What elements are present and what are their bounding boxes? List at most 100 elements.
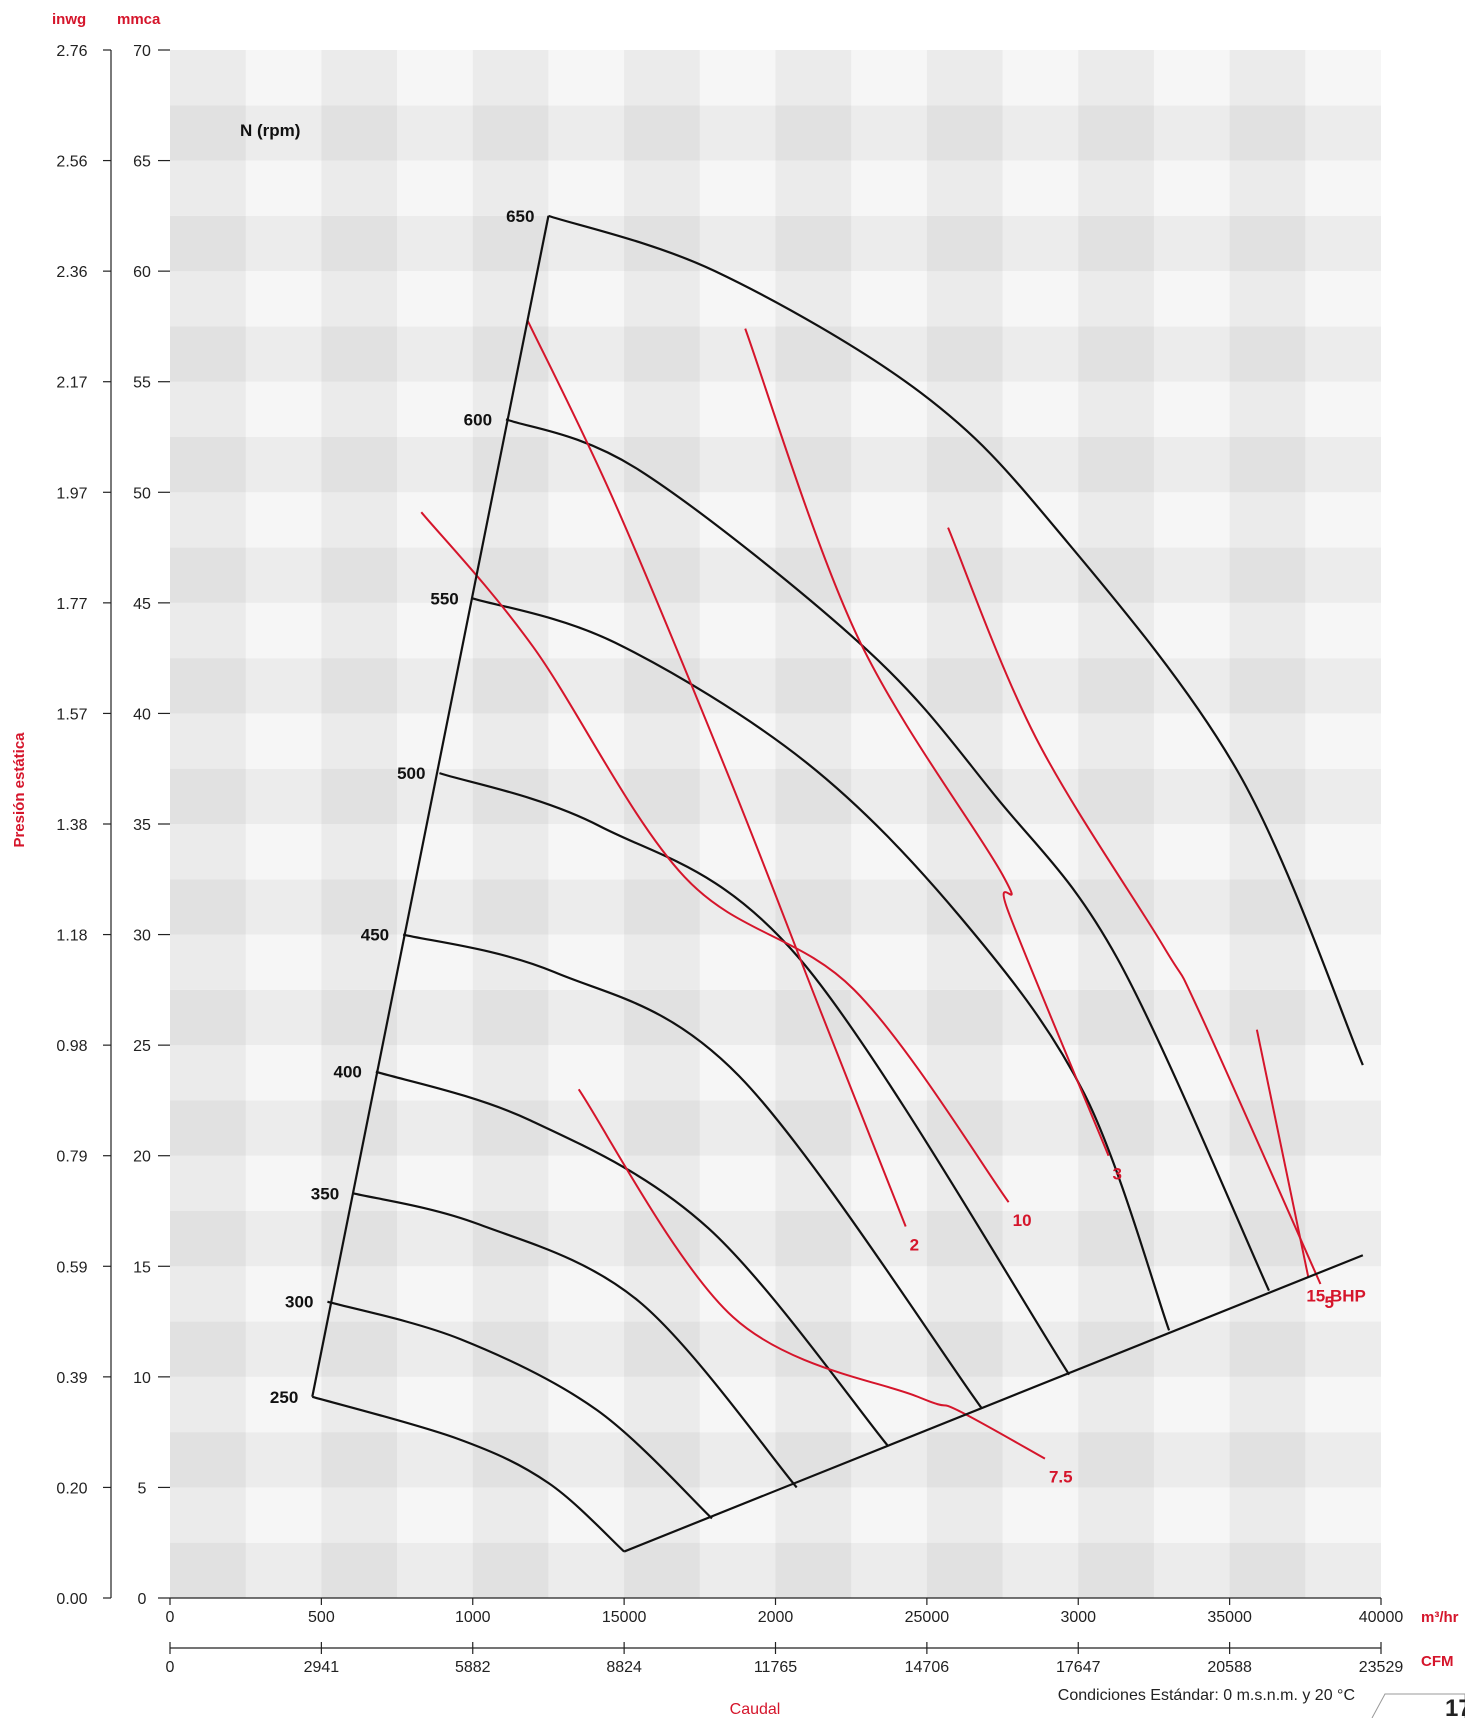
band-row	[170, 713, 1381, 769]
band-column	[1078, 50, 1154, 1598]
y-tick-label-mmca: 50	[133, 485, 151, 502]
band-row	[170, 1487, 1381, 1543]
left-boundary-line	[311, 215, 550, 1397]
band-row	[170, 215, 1381, 272]
x-ticks: 0 500 1000 15000 2000 25000 3000 35000 40000 0 294…	[166, 1598, 1404, 1676]
y-tick-label-inwg: 2.76	[56, 43, 87, 60]
bhp-line-10	[420, 511, 1010, 1203]
band-row	[170, 934, 1381, 990]
band-column	[170, 50, 246, 1598]
rpm-label-300: 300	[285, 1293, 313, 1312]
x-tick-label-cfm: 11765	[754, 1659, 797, 1676]
rpm-label-600: 600	[464, 410, 492, 429]
rpm-label-650: 650	[506, 207, 534, 226]
rpm-curve-400	[375, 1070, 889, 1447]
y-ticks: 0 5 10 15 20 25 30 35 40 45 50 55 60 65 70 0.00 0.20 0.39…	[56, 43, 170, 1608]
rpm-curve-500	[439, 772, 1071, 1376]
x-axis-title: Caudal	[730, 1701, 781, 1718]
bhp-lines	[420, 319, 1322, 1460]
band-column	[321, 50, 398, 1598]
bhp-label-7.5: 7.5	[1049, 1468, 1073, 1487]
bhp-label-2: 2	[910, 1235, 919, 1254]
rpm-label-250: 250	[270, 1388, 298, 1407]
page-number: 17	[1445, 1695, 1465, 1718]
band-row	[170, 879, 1381, 935]
band-row	[170, 1045, 1381, 1101]
rpm-label-350: 350	[311, 1184, 339, 1203]
band-row	[170, 768, 1381, 824]
bhp-label-10: 10	[1013, 1211, 1032, 1230]
band-column	[775, 50, 852, 1598]
rpm-curve-450	[402, 933, 983, 1409]
band-row	[170, 1542, 1381, 1598]
bhp-line-5	[947, 527, 1322, 1285]
operating-boundary	[311, 215, 1364, 1553]
y-tick-label-mmca: 20	[133, 1149, 151, 1166]
x-tick-label-cfm: 20588	[1207, 1659, 1252, 1676]
band-row	[170, 547, 1381, 603]
x-tick-label-cfm: 14706	[905, 1659, 950, 1676]
y-tick-label-inwg: 0.00	[56, 1591, 87, 1608]
band-row	[170, 105, 1381, 161]
y-tick-label-mmca: 55	[133, 375, 151, 392]
rpm-curves	[311, 214, 1364, 1553]
y-tick-label-inwg: 1.97	[56, 485, 87, 502]
bhp-label-5: 5	[1324, 1293, 1333, 1312]
band-row	[170, 1211, 1381, 1267]
y-tick-label-inwg: 1.38	[56, 817, 87, 834]
rpm-curve-600	[505, 418, 1270, 1292]
rpm-curve-350	[352, 1192, 798, 1489]
y-tick-label-inwg: 0.39	[56, 1370, 87, 1387]
rpm-label-400: 400	[333, 1063, 361, 1082]
x-tick-label-m3hr: 35000	[1207, 1609, 1252, 1626]
band-row	[170, 381, 1381, 437]
band-column	[624, 50, 700, 1598]
horizontal-bands	[170, 50, 1381, 1598]
bottom-boundary-line	[623, 1254, 1364, 1553]
band-row	[170, 160, 1381, 216]
x-tick-label-m3hr: 500	[308, 1609, 335, 1626]
y-tick-label-inwg: 2.56	[56, 154, 87, 171]
conditions-note: Condiciones Estándar: 0 m.s.n.m. y 20 °C	[1058, 1687, 1355, 1704]
x-tick-label-cfm: 0	[166, 1659, 175, 1676]
rpm-curve-300	[327, 1300, 713, 1520]
band-row	[170, 658, 1381, 714]
band-row	[170, 437, 1381, 493]
x-tick-label-m3hr: 2000	[758, 1609, 794, 1626]
y-tick-label-mmca: 15	[133, 1259, 151, 1276]
x-tick-label-cfm: 5882	[455, 1659, 491, 1676]
y-tick-label-inwg: 2.17	[56, 375, 87, 392]
y-tick-label-mmca: 70	[133, 43, 151, 60]
x-tick-label-m3hr: 15000	[602, 1609, 647, 1626]
band-column	[472, 50, 549, 1598]
y-tick-label-inwg: 2.36	[56, 264, 87, 281]
x-tick-label-cfm: 23529	[1359, 1659, 1404, 1676]
y-unit-mmca: mmca	[117, 11, 161, 28]
vertical-bands	[170, 50, 1306, 1598]
bhp-line-15-BHP	[1255, 1029, 1310, 1278]
x-tick-label-m3hr: 0	[166, 1609, 175, 1626]
bhp-label-15-BHP: 15 BHP	[1306, 1286, 1366, 1305]
bhp-line-3	[744, 328, 1110, 1157]
rpm-curve-250	[311, 1395, 625, 1553]
y-tick-label-mmca: 60	[133, 264, 151, 281]
rpm-label-500: 500	[397, 764, 425, 783]
band-row	[170, 492, 1381, 548]
band-row	[170, 50, 1381, 106]
y-tick-label-mmca: 65	[133, 154, 151, 171]
band-row	[170, 326, 1381, 382]
band-row	[170, 1376, 1381, 1433]
y-tick-label-mmca: 40	[133, 706, 151, 723]
y-tick-label-inwg: 1.18	[56, 928, 87, 945]
y-tick-label-inwg: 1.57	[56, 706, 87, 723]
band-row	[170, 271, 1381, 327]
y-tick-label-mmca: 35	[133, 817, 151, 834]
y-tick-label-inwg: 1.77	[56, 596, 87, 613]
x-tick-label-cfm: 8824	[606, 1659, 642, 1676]
x-unit-m3hr: m³/hr	[1421, 1609, 1459, 1626]
y-tick-label-inwg: 0.98	[56, 1038, 87, 1055]
y-tick-label-mmca: 5	[138, 1480, 147, 1497]
x-tick-label-m3hr: 40000	[1359, 1609, 1404, 1626]
band-row	[170, 1321, 1381, 1377]
y-axis-title: Presión estática	[11, 732, 28, 848]
